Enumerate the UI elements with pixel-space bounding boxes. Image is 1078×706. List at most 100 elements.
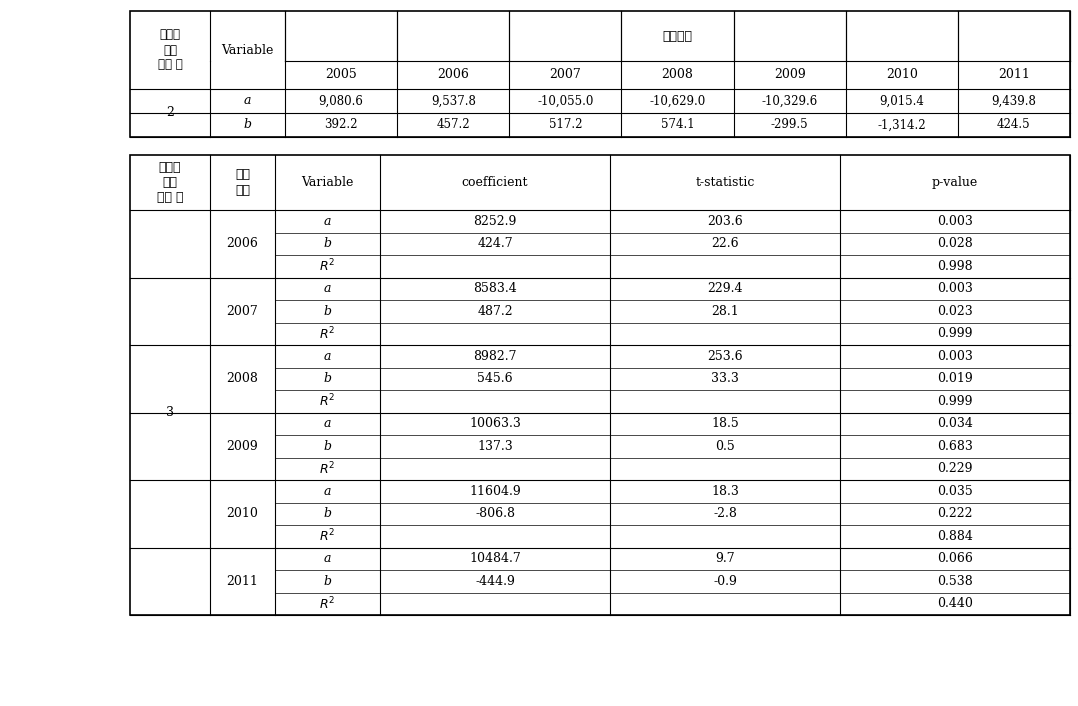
Text: 0.999: 0.999 — [937, 395, 972, 408]
Text: 0.5: 0.5 — [715, 440, 735, 453]
Text: coefficient: coefficient — [461, 176, 528, 189]
Text: a: a — [323, 485, 331, 498]
Text: 18.5: 18.5 — [711, 417, 738, 430]
Text: b: b — [244, 119, 251, 131]
Text: 0.222: 0.222 — [937, 507, 972, 520]
Text: 기준
년도: 기준 년도 — [235, 169, 250, 196]
Text: -10,055.0: -10,055.0 — [537, 95, 594, 107]
Text: 574.1: 574.1 — [661, 119, 694, 131]
Text: 2007: 2007 — [226, 305, 259, 318]
Text: 229.4: 229.4 — [707, 282, 743, 295]
Text: a: a — [323, 349, 331, 363]
Text: a: a — [323, 282, 331, 295]
Text: 0.023: 0.023 — [937, 305, 972, 318]
Text: 0.003: 0.003 — [937, 282, 973, 295]
Text: a: a — [323, 417, 331, 430]
Text: -2.8: -2.8 — [713, 507, 737, 520]
Text: $R^2$: $R^2$ — [319, 258, 335, 275]
Text: 424.7: 424.7 — [478, 237, 513, 250]
Text: $R^2$: $R^2$ — [319, 595, 335, 612]
Text: -299.5: -299.5 — [771, 119, 808, 131]
Text: 0.066: 0.066 — [937, 552, 973, 566]
Text: 2011: 2011 — [998, 68, 1029, 81]
Text: $R^2$: $R^2$ — [319, 393, 335, 409]
Text: 392.2: 392.2 — [324, 119, 358, 131]
Text: -10,629.0: -10,629.0 — [649, 95, 706, 107]
Text: b: b — [323, 372, 332, 385]
Text: 2010: 2010 — [886, 68, 917, 81]
Text: 18.3: 18.3 — [711, 485, 738, 498]
Text: 9,080.6: 9,080.6 — [319, 95, 363, 107]
Text: 28.1: 28.1 — [711, 305, 738, 318]
Text: 0.998: 0.998 — [937, 260, 972, 273]
Text: b: b — [323, 305, 332, 318]
Text: $R^2$: $R^2$ — [319, 528, 335, 544]
Text: -444.9: -444.9 — [475, 575, 515, 588]
Text: 203.6: 203.6 — [707, 215, 743, 228]
Text: -806.8: -806.8 — [475, 507, 515, 520]
Text: 0.035: 0.035 — [937, 485, 972, 498]
Text: 137.3: 137.3 — [478, 440, 513, 453]
Text: 2005: 2005 — [326, 68, 357, 81]
Text: 0.884: 0.884 — [937, 530, 973, 543]
Text: 253.6: 253.6 — [707, 349, 743, 363]
Text: 0.999: 0.999 — [937, 328, 972, 340]
Text: 33.3: 33.3 — [711, 372, 738, 385]
Text: 11604.9: 11604.9 — [469, 485, 521, 498]
Text: 9,015.4: 9,015.4 — [880, 95, 924, 107]
Text: -1,314.2: -1,314.2 — [877, 119, 926, 131]
Text: 10484.7: 10484.7 — [469, 552, 521, 566]
Text: 8982.7: 8982.7 — [473, 349, 516, 363]
Text: 2009: 2009 — [774, 68, 805, 81]
Text: 가정된
가용
자료 수: 가정된 가용 자료 수 — [157, 28, 182, 71]
Text: 0.028: 0.028 — [937, 237, 972, 250]
Text: 0.003: 0.003 — [937, 215, 973, 228]
Text: 기준년도: 기준년도 — [663, 30, 692, 42]
Text: 0.034: 0.034 — [937, 417, 973, 430]
Text: 2010: 2010 — [226, 507, 259, 520]
Text: 2007: 2007 — [550, 68, 581, 81]
Text: -10,329.6: -10,329.6 — [761, 95, 818, 107]
Text: 545.6: 545.6 — [478, 372, 513, 385]
Text: 8252.9: 8252.9 — [473, 215, 516, 228]
Text: 2011: 2011 — [226, 575, 259, 588]
Text: 9,439.8: 9,439.8 — [992, 95, 1036, 107]
Text: 0.538: 0.538 — [937, 575, 972, 588]
Text: 2006: 2006 — [226, 237, 259, 250]
Text: 10063.3: 10063.3 — [469, 417, 521, 430]
Text: 2008: 2008 — [226, 372, 259, 385]
Text: $R^2$: $R^2$ — [319, 325, 335, 342]
Text: 8583.4: 8583.4 — [473, 282, 516, 295]
Text: 2006: 2006 — [438, 68, 469, 81]
Text: b: b — [323, 440, 332, 453]
Text: 22.6: 22.6 — [711, 237, 738, 250]
Bar — [130, 155, 1070, 615]
Text: t-statistic: t-statistic — [695, 176, 755, 189]
Text: a: a — [323, 552, 331, 566]
Text: Variable: Variable — [221, 44, 274, 56]
Text: -0.9: -0.9 — [713, 575, 737, 588]
Text: 9,537.8: 9,537.8 — [431, 95, 475, 107]
Text: 517.2: 517.2 — [549, 119, 582, 131]
Text: 2009: 2009 — [226, 440, 259, 453]
Text: b: b — [323, 237, 332, 250]
Text: 0.440: 0.440 — [937, 597, 973, 610]
Text: 9.7: 9.7 — [715, 552, 735, 566]
Text: a: a — [323, 215, 331, 228]
Text: 가정된
가용
자료 수: 가정된 가용 자료 수 — [156, 161, 183, 204]
Text: 0.003: 0.003 — [937, 349, 973, 363]
Text: b: b — [323, 575, 332, 588]
Text: 3: 3 — [166, 406, 174, 419]
Text: 0.019: 0.019 — [937, 372, 972, 385]
Text: $R^2$: $R^2$ — [319, 460, 335, 477]
Text: 2: 2 — [166, 107, 174, 119]
Text: 2008: 2008 — [662, 68, 693, 81]
Text: 487.2: 487.2 — [478, 305, 513, 318]
Text: 457.2: 457.2 — [437, 119, 470, 131]
Text: a: a — [244, 95, 251, 107]
Bar — [130, 11, 1070, 137]
Text: 424.5: 424.5 — [997, 119, 1031, 131]
Text: b: b — [323, 507, 332, 520]
Text: Variable: Variable — [302, 176, 354, 189]
Text: 0.683: 0.683 — [937, 440, 973, 453]
